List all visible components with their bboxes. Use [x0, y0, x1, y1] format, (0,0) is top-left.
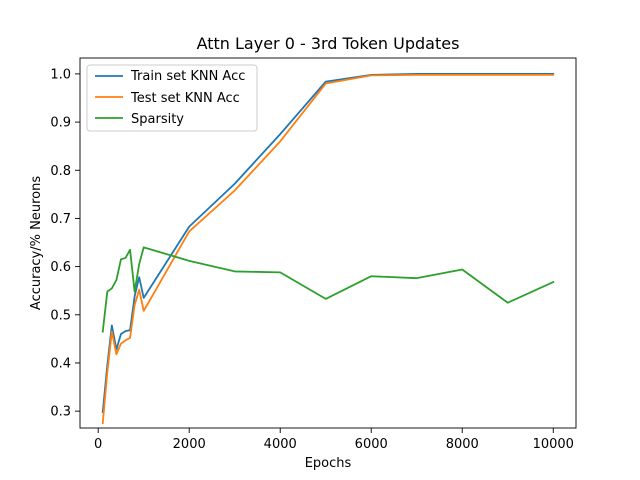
x-tick-label: 4000 [264, 437, 297, 452]
x-tick-label: 10000 [533, 437, 574, 452]
series-layer [101, 73, 555, 425]
y-tick-label: 1.0 [50, 67, 71, 82]
series-line-test-set-knn-acc [101, 73, 555, 425]
y-axis-ticks: 0.3 0.4 0.5 0.6 0.7 0.8 0.9 1.0 [50, 67, 80, 420]
y-tick-label: 0.9 [50, 116, 71, 131]
legend: Train set KNN Acc Test set KNN Acc Spars… [86, 64, 258, 132]
series-line-train-set-knn-acc [101, 73, 555, 414]
y-tick-label: 0.7 [50, 212, 71, 227]
y-tick-label: 0.4 [50, 356, 71, 371]
x-tick-label: 2000 [173, 437, 206, 452]
x-tick-label: 8000 [446, 437, 479, 452]
legend-label-test: Test set KNN Acc [130, 91, 240, 106]
y-tick-label: 0.5 [50, 308, 71, 323]
x-axis-label: Epochs [305, 456, 352, 471]
legend-label-sparsity: Sparsity [131, 112, 184, 127]
chart-title: Attn Layer 0 - 3rd Token Updates [197, 34, 460, 53]
y-tick-label: 0.8 [50, 164, 71, 179]
x-axis-ticks: 0 2000 4000 6000 8000 10000 [94, 428, 574, 452]
y-axis-label: Accuracy/% Neurons [29, 176, 44, 310]
series-line-sparsity [101, 246, 555, 333]
y-tick-label: 0.3 [50, 405, 71, 420]
legend-label-train: Train set KNN Acc [130, 69, 245, 84]
y-tick-label: 0.6 [50, 260, 71, 275]
x-tick-label: 6000 [355, 437, 388, 452]
legend-box [86, 64, 258, 132]
plot-frame [79, 57, 577, 429]
x-tick-label: 0 [94, 437, 102, 452]
